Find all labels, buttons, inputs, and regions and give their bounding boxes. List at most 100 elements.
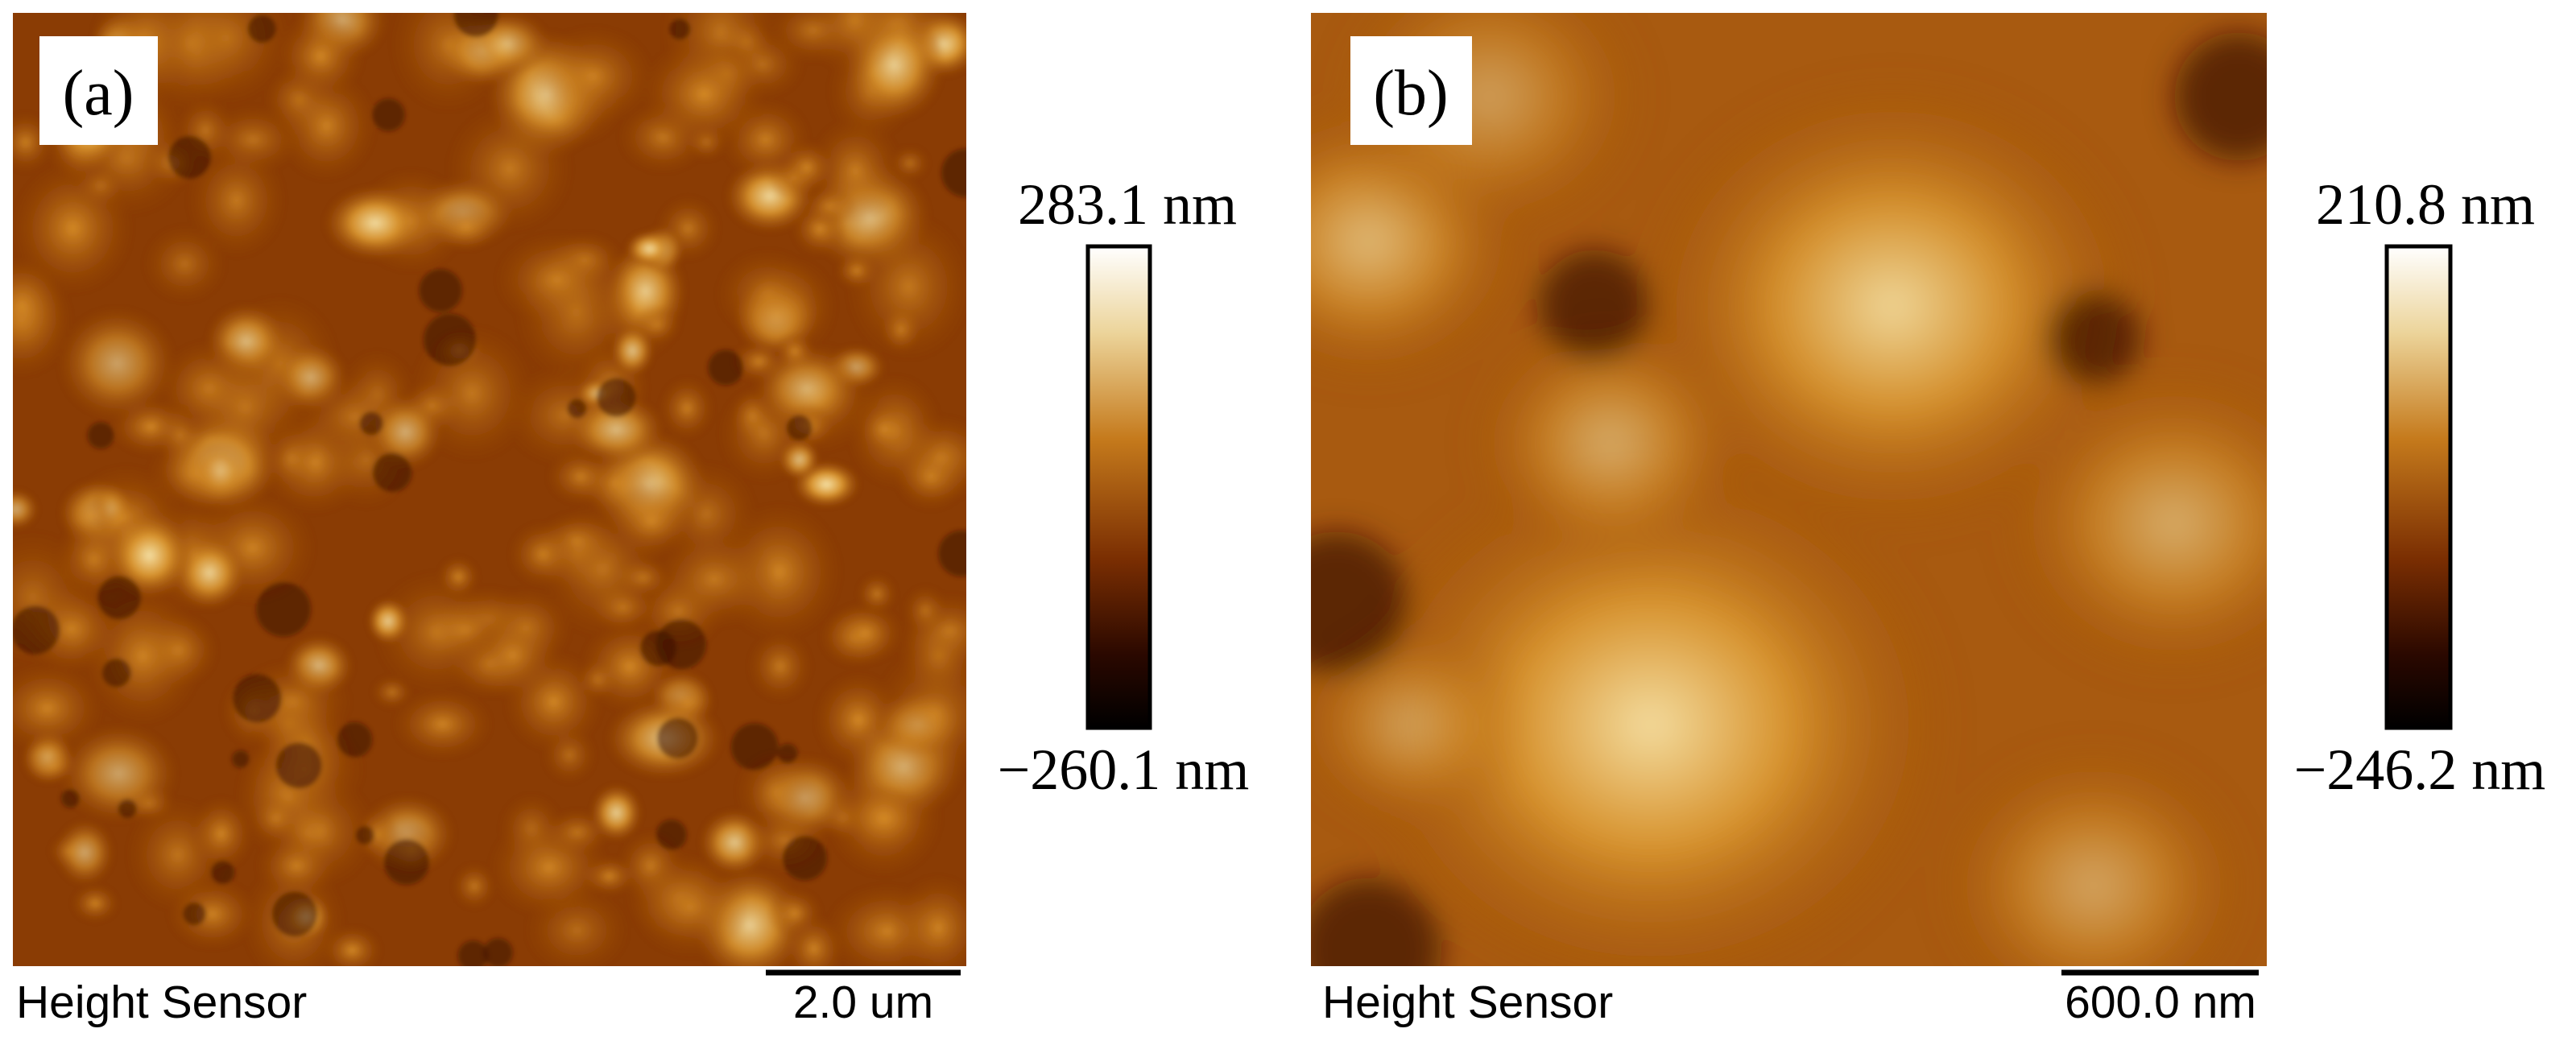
texture bbox=[893, 442, 966, 511]
texture bbox=[659, 376, 716, 440]
texture bbox=[390, 13, 507, 113]
colorbar-min: −260.1 nm bbox=[998, 737, 1250, 802]
texture bbox=[858, 404, 910, 454]
texture bbox=[87, 422, 114, 449]
texture bbox=[232, 674, 282, 723]
texture bbox=[631, 855, 750, 959]
texture bbox=[453, 13, 499, 38]
texture bbox=[566, 393, 666, 466]
panel-label: (a) bbox=[63, 58, 134, 129]
texture bbox=[483, 938, 513, 966]
texture bbox=[255, 581, 312, 637]
texture bbox=[60, 788, 81, 808]
texture bbox=[608, 481, 695, 560]
texture bbox=[826, 601, 904, 666]
texture bbox=[1635, 74, 2150, 538]
texture bbox=[567, 399, 587, 419]
texture bbox=[846, 213, 966, 361]
colorbar-max: 210.8 nm bbox=[2316, 172, 2535, 237]
texture bbox=[424, 313, 477, 366]
texture bbox=[488, 816, 610, 919]
texture bbox=[1345, 449, 1957, 966]
texture bbox=[13, 488, 40, 531]
texture bbox=[1311, 616, 1530, 833]
texture bbox=[728, 280, 825, 349]
afm-image bbox=[13, 13, 966, 966]
texture bbox=[210, 860, 235, 885]
texture bbox=[271, 891, 318, 937]
texture bbox=[941, 148, 966, 197]
panel-label: (b) bbox=[1373, 58, 1448, 129]
texture bbox=[508, 521, 578, 588]
texture bbox=[71, 883, 119, 923]
texture bbox=[101, 658, 132, 688]
texture bbox=[624, 229, 675, 268]
texture bbox=[457, 940, 489, 966]
texture bbox=[1933, 741, 2255, 966]
texture bbox=[275, 742, 322, 789]
texture bbox=[146, 437, 242, 511]
texture bbox=[1466, 312, 1755, 573]
texture bbox=[276, 69, 377, 182]
texture bbox=[167, 878, 258, 951]
texture bbox=[13, 662, 105, 754]
texture bbox=[2174, 32, 2267, 161]
texture bbox=[13, 161, 134, 295]
colorbar-max: 283.1 nm bbox=[1018, 172, 1237, 237]
texture bbox=[276, 13, 365, 101]
caption: Height Sensor bbox=[1322, 977, 1613, 1028]
texture bbox=[27, 746, 81, 785]
texture bbox=[355, 825, 374, 845]
texture bbox=[669, 18, 691, 40]
texture bbox=[167, 135, 212, 180]
texture bbox=[597, 378, 636, 418]
texture bbox=[872, 645, 966, 782]
texture bbox=[247, 14, 276, 43]
texture bbox=[777, 743, 798, 764]
texture bbox=[651, 529, 776, 630]
texture bbox=[841, 784, 926, 853]
texture bbox=[801, 186, 858, 227]
texture bbox=[655, 819, 687, 851]
texture bbox=[355, 809, 399, 860]
scale-bar-label: 2.0 um bbox=[793, 977, 933, 1028]
texture bbox=[1311, 878, 1441, 966]
texture bbox=[186, 142, 287, 259]
texture bbox=[589, 783, 643, 843]
texture bbox=[322, 184, 428, 262]
texture bbox=[359, 411, 383, 436]
label-box bbox=[1350, 36, 1472, 145]
texture bbox=[452, 862, 497, 911]
texture bbox=[806, 13, 903, 77]
texture bbox=[373, 570, 499, 695]
texture bbox=[2045, 290, 2142, 386]
texture bbox=[366, 393, 445, 471]
colorbar-min: −246.2 nm bbox=[2294, 737, 2546, 802]
texture bbox=[372, 98, 405, 132]
texture bbox=[640, 37, 768, 151]
colorbar bbox=[1085, 244, 1152, 730]
texture bbox=[54, 818, 116, 887]
texture bbox=[391, 688, 494, 761]
texture bbox=[1997, 364, 2267, 683]
texture bbox=[183, 902, 206, 926]
texture bbox=[938, 530, 966, 577]
texture bbox=[419, 269, 462, 312]
texture bbox=[708, 349, 744, 386]
texture bbox=[639, 630, 676, 667]
texture bbox=[610, 324, 655, 378]
texture bbox=[231, 750, 250, 768]
texture bbox=[778, 139, 836, 196]
texture bbox=[786, 415, 812, 441]
texture bbox=[142, 224, 227, 304]
scale-bar-label: 600.0 nm bbox=[2065, 977, 2256, 1028]
texture bbox=[250, 794, 301, 843]
texture bbox=[891, 874, 966, 966]
texture bbox=[13, 13, 966, 966]
texture bbox=[730, 723, 779, 771]
texture bbox=[372, 452, 412, 493]
texture bbox=[747, 630, 813, 703]
label-box bbox=[39, 36, 158, 145]
